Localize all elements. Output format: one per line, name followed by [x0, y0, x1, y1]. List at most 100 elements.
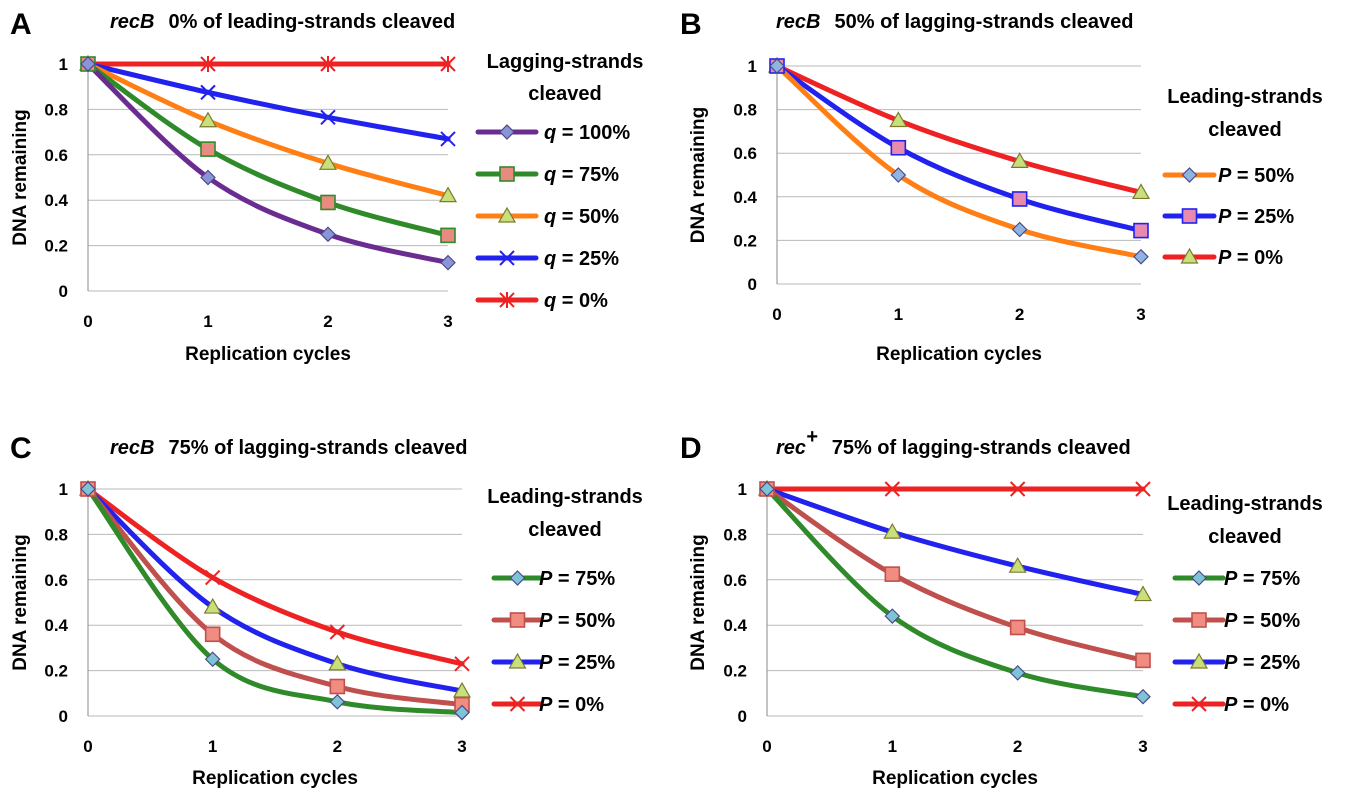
legend-item: q = 25% — [475, 248, 619, 270]
legend-item: P = 0% — [491, 694, 604, 716]
series-line — [774, 63, 1144, 195]
x-tick-label: 1 — [203, 312, 212, 331]
y-axis-label: DNA remaining — [10, 109, 31, 246]
data-point — [1009, 665, 1026, 681]
x-tick-label: 3 — [457, 737, 466, 756]
data-point — [1135, 688, 1151, 705]
legend-label: P = 25% — [539, 652, 615, 674]
y-tick-label: 0.8 — [44, 100, 68, 119]
x-tick-label: 0 — [762, 737, 771, 756]
data-point — [320, 194, 336, 211]
data-point — [320, 226, 336, 243]
title-text: 75% of lagging-strands cleaved — [832, 437, 1131, 459]
data-point — [1009, 619, 1026, 636]
data-point — [883, 522, 902, 539]
data-point — [200, 84, 216, 101]
x-tick-label: 1 — [894, 305, 903, 324]
legend-title: cleaved — [1208, 119, 1281, 141]
series-line — [85, 486, 465, 708]
legend-marker — [1191, 612, 1207, 628]
x-tick-label: 0 — [83, 737, 92, 756]
data-point — [198, 111, 218, 128]
data-point — [329, 624, 346, 640]
legend-marker — [509, 696, 526, 712]
data-point — [328, 654, 347, 671]
legend-label: P = 50% — [539, 610, 615, 632]
series-lines — [774, 63, 1144, 260]
legend-label: q = 100% — [544, 122, 630, 144]
y-axis-label: DNA remaining — [688, 534, 709, 671]
x-tick-label: 2 — [1015, 305, 1024, 324]
legend-item: P = 25% — [1172, 652, 1300, 674]
legend-marker — [1181, 208, 1198, 224]
series-markers — [767, 56, 1151, 265]
legend: Leading-strands cleaved P = 75% P = 50% P = … — [487, 486, 643, 716]
title-gene: recB — [110, 11, 154, 33]
legend-marker — [508, 652, 527, 669]
y-tick-label: 1 — [748, 57, 757, 76]
series-markers — [78, 479, 472, 721]
legend-label: P = 50% — [1218, 165, 1294, 187]
chart-title: rec+ 75% of lagging-strands cleaved — [776, 426, 1131, 459]
legend-marker — [1191, 696, 1207, 712]
y-tick-label: 0 — [738, 707, 747, 726]
data-point — [329, 693, 346, 710]
data-point — [1008, 556, 1027, 573]
x-tick-label: 3 — [443, 312, 452, 331]
data-point — [1135, 652, 1151, 669]
data-point — [1010, 152, 1029, 168]
legend-marker — [499, 250, 515, 266]
series-line — [764, 486, 1146, 598]
legend-item: P = 25% — [491, 652, 615, 674]
data-point — [204, 651, 221, 668]
series-line — [85, 486, 465, 667]
legend-label: q = 50% — [544, 206, 619, 228]
series-lines — [85, 61, 451, 266]
y-axis-label: DNA remaining — [10, 534, 31, 671]
y-tick-label: 0.6 — [44, 571, 68, 590]
x-tick-label: 1 — [888, 737, 897, 756]
data-point — [884, 481, 901, 497]
legend-title: Leading-strands — [1167, 86, 1323, 108]
x-tick-label: 2 — [1013, 737, 1022, 756]
x-tick-label: 2 — [333, 737, 342, 756]
data-point — [200, 169, 216, 186]
legend-marker — [499, 292, 515, 308]
legend-label: q = 75% — [544, 164, 619, 186]
legend-label: q = 25% — [544, 248, 619, 270]
x-axis-label: Replication cycles — [876, 344, 1042, 365]
legend-marker — [1191, 570, 1207, 586]
legend-title: Lagging-strands — [487, 51, 644, 73]
data-point — [440, 227, 456, 244]
legend-marker — [499, 124, 515, 140]
x-axis-label: Replication cycles — [185, 344, 351, 365]
data-point — [200, 56, 216, 72]
y-tick-label: 0.2 — [44, 237, 68, 256]
data-point — [1011, 221, 1028, 238]
panel-letter: D — [680, 432, 702, 465]
panel-letter: C — [10, 432, 32, 465]
data-point — [438, 186, 458, 203]
legend-item: q = 75% — [475, 164, 619, 186]
data-point — [759, 481, 775, 497]
legend-marker — [1181, 167, 1198, 183]
title-text: 50% of lagging-strands cleaved — [834, 11, 1133, 33]
y-tick-label: 0.2 — [44, 662, 68, 681]
y-tick-label: 0.4 — [44, 191, 68, 210]
y-tick-label: 0 — [59, 282, 68, 301]
data-point — [1133, 248, 1149, 265]
data-point — [80, 481, 96, 497]
x-tick-label: 1 — [208, 737, 217, 756]
series-line — [85, 61, 451, 266]
x-axis-label: Replication cycles — [872, 768, 1038, 789]
data-point — [1131, 183, 1151, 200]
title-gene: rec — [776, 437, 806, 459]
data-point — [884, 608, 901, 624]
data-point — [204, 626, 221, 643]
legend-marker — [1180, 247, 1199, 264]
legend-title: cleaved — [528, 519, 601, 541]
data-point — [80, 56, 96, 72]
chart-title: recB 75% of lagging-strands cleaved — [110, 437, 467, 459]
data-point — [204, 569, 221, 586]
